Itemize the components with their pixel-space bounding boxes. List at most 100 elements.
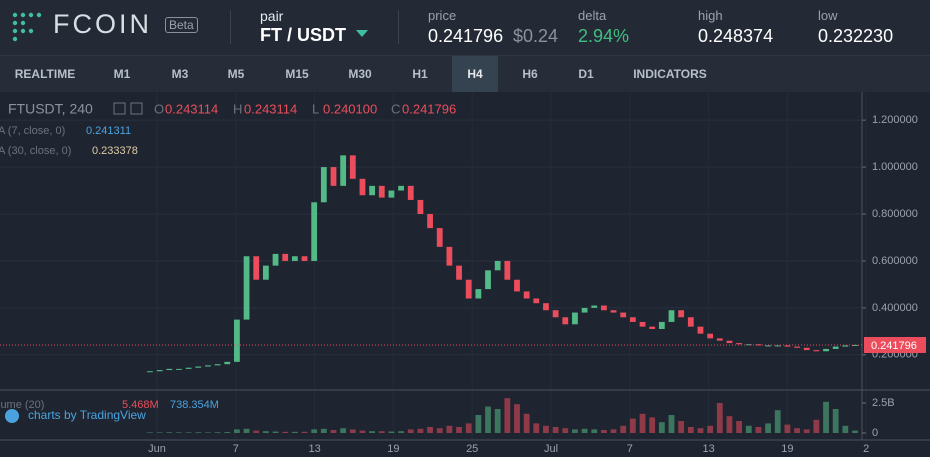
ohlc-value: 0.240100 (323, 101, 377, 116)
tab[interactable]: D1 (578, 67, 594, 81)
tab[interactable]: M3 (171, 67, 189, 81)
volume-bar (755, 427, 762, 433)
volume-bar (320, 428, 327, 433)
candle (427, 214, 433, 229)
beta-badge: Beta (165, 17, 198, 33)
volume-bar (552, 427, 559, 433)
volume-bar (282, 431, 289, 433)
tab[interactable]: M5 (227, 67, 245, 81)
candle (456, 265, 462, 280)
volume-bar (668, 415, 675, 433)
legend-icon (113, 102, 126, 115)
volume-bar (378, 431, 385, 433)
volume-bar (562, 428, 569, 433)
volume-bar (687, 427, 694, 433)
candle (417, 199, 424, 215)
volume-bar (591, 429, 598, 433)
x-tick-label: 19 (387, 443, 399, 455)
volume-tick-label: 2.5B (872, 397, 895, 409)
candle (832, 346, 839, 349)
candle (514, 279, 520, 292)
ma-legend-name: A (30, close, 0) (0, 145, 71, 157)
ohlc-key: L (312, 101, 319, 116)
volume-bar (262, 431, 269, 433)
candle (794, 346, 800, 348)
volume-bar (330, 430, 337, 433)
separator (230, 10, 231, 44)
legend-icon (130, 102, 143, 115)
candle (282, 253, 289, 261)
candle (581, 307, 588, 313)
volume-bar (485, 406, 491, 433)
volume-bar (716, 403, 723, 433)
low: 0.232230 (818, 26, 894, 46)
candle (610, 310, 617, 313)
candle (716, 338, 723, 341)
watermark-icon (5, 409, 19, 423)
candle (234, 319, 240, 362)
y-tick-label: 0.600000 (872, 255, 918, 267)
ohlc-key: C (391, 101, 400, 116)
volume-bar (707, 425, 714, 433)
ma-legend-value: 0.241311 (86, 125, 131, 137)
volume-bar (166, 432, 173, 433)
volume-bar (726, 416, 733, 433)
tab[interactable]: M30 (348, 67, 372, 81)
ohlc-value: 0.241796 (402, 101, 456, 116)
candle (629, 317, 636, 322)
watermark: charts by TradingView (28, 408, 146, 422)
ma-legend-name: A (7, close, 0) (0, 125, 65, 137)
volume-bar (195, 432, 202, 433)
candle (842, 345, 849, 347)
volume-bar (784, 424, 791, 433)
volume-bar (736, 421, 743, 433)
volume-bar (340, 428, 347, 433)
price: 0.241796 (428, 26, 504, 46)
volume-bar (311, 429, 318, 433)
volume-bar (639, 413, 646, 433)
pair[interactable]: FT / USDT (260, 25, 346, 45)
price-label: price (428, 8, 457, 23)
candle (301, 256, 308, 261)
pair-label: pair (260, 8, 284, 24)
volume-bar (813, 419, 820, 433)
candle (523, 291, 530, 299)
tab[interactable]: INDICATORS (633, 67, 707, 81)
volume-bar (774, 410, 781, 433)
volume-bar (514, 404, 520, 433)
candle (765, 345, 771, 347)
volume-bar (407, 429, 414, 433)
candle (552, 310, 559, 318)
candle (736, 343, 743, 345)
volume-bar (475, 415, 482, 433)
candle (543, 303, 549, 311)
volume-bar (398, 431, 404, 433)
x-tick-label: 19 (781, 443, 793, 455)
volume-bar (504, 398, 511, 433)
volume-bar (185, 432, 192, 433)
candle (697, 326, 704, 334)
pair-dropdown[interactable] (356, 30, 368, 38)
candle (813, 350, 820, 352)
tab[interactable]: M1 (113, 67, 131, 81)
ohlc-value: 0.243114 (244, 101, 297, 116)
candle (494, 260, 501, 271)
x-tick-label: 25 (466, 443, 478, 455)
candle (823, 348, 829, 352)
logo-icon (12, 12, 42, 42)
tab[interactable]: H4 (452, 56, 498, 92)
tab[interactable]: H6 (522, 67, 538, 81)
low-label: low (818, 8, 838, 23)
chart: 0.2000000.4000000.6000000.8000001.000000… (0, 92, 930, 457)
volume-bar (436, 428, 443, 433)
y-tick-label: 1.000000 (872, 161, 918, 173)
tab[interactable]: REALTIME (14, 67, 76, 81)
volume-bar (601, 430, 607, 433)
tab[interactable]: H1 (412, 67, 428, 81)
candle (591, 305, 598, 308)
tab[interactable]: M15 (285, 67, 309, 81)
volume-bar (253, 430, 260, 433)
x-tick-label: 13 (702, 443, 714, 455)
x-tick-label: Jul (544, 443, 558, 455)
